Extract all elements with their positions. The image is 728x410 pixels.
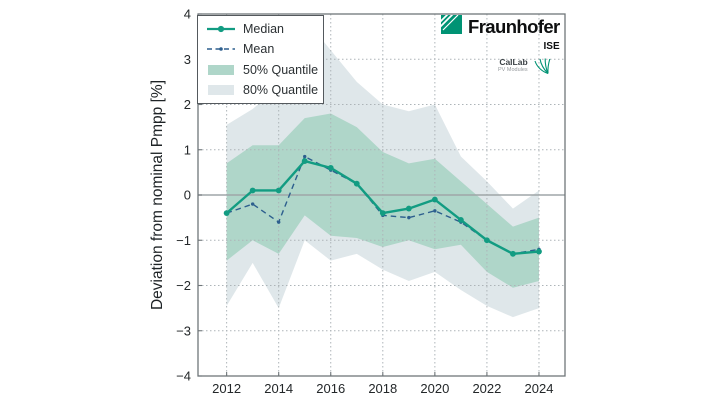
legend-item-mean: Mean xyxy=(206,42,315,56)
legend-label-q80: 80% Quantile xyxy=(243,82,319,97)
y-axis-label: Deviation from nominal Pmpp [%] xyxy=(149,80,166,310)
mean-marker xyxy=(250,202,255,206)
x-tick-label: 2012 xyxy=(212,381,241,396)
fraunhofer-logo: Fraunhofer ISE xyxy=(441,15,560,52)
y-tick-label: −2 xyxy=(176,278,191,293)
median-marker xyxy=(431,196,438,203)
x-tick-label: 2016 xyxy=(316,381,345,396)
y-tick-label: 3 xyxy=(184,52,191,67)
median-marker xyxy=(327,164,334,171)
legend-label-q50: 50% Quantile xyxy=(243,62,319,77)
legend-label-median: Median xyxy=(243,22,284,36)
y-tick-label: 2 xyxy=(184,97,191,112)
legend-label-q50-quantile-mean: Mean xyxy=(243,42,275,57)
q80-patch-swatch xyxy=(208,84,234,95)
median-line-swatch xyxy=(207,25,235,33)
y-tick-label: 4 xyxy=(184,7,191,22)
median-marker xyxy=(249,187,256,194)
x-tick-label: 2020 xyxy=(420,381,449,396)
institute-abbreviation: ISE xyxy=(543,40,560,52)
fraunhofer-logo-icon xyxy=(441,15,462,34)
median-marker xyxy=(379,210,386,217)
median-marker xyxy=(457,216,464,223)
x-tick-label: 2024 xyxy=(525,381,554,396)
median-marker xyxy=(301,158,308,164)
x-tick-label: 2022 xyxy=(472,381,501,396)
callab-wordmark: CalLab xyxy=(499,57,528,68)
median-marker xyxy=(484,237,490,244)
x-tick-label: 2018 xyxy=(368,381,397,396)
median-marker xyxy=(536,248,542,255)
y-tick-label: 1 xyxy=(184,142,191,157)
mean-marker xyxy=(276,220,281,224)
y-tick-label: 0 xyxy=(184,188,191,203)
mean-marker xyxy=(407,215,411,220)
x-tick-label: 2014 xyxy=(264,381,293,396)
chart-legend: Median Mean 50% Quantile 80% Quantile xyxy=(197,15,324,104)
mean-marker xyxy=(433,209,437,213)
mean-marker xyxy=(303,154,307,159)
y-tick-label: −1 xyxy=(176,233,191,248)
median-marker xyxy=(510,250,516,257)
fraunhofer-wordmark: Fraunhofer xyxy=(468,16,560,37)
legend-item-median: Median xyxy=(206,22,315,36)
callab-logo: CalLab PV Modules xyxy=(498,56,551,76)
callab-fan-icon xyxy=(534,58,550,75)
median-marker xyxy=(405,205,412,212)
callab-subtitle: PV Modules xyxy=(498,67,528,74)
median-marker xyxy=(353,180,360,187)
y-tick-label: −4 xyxy=(176,369,191,384)
mean-line-swatch xyxy=(207,47,235,52)
median-marker xyxy=(223,210,230,217)
legend-item-q50: 50% Quantile xyxy=(206,62,319,77)
y-tick-label: −3 xyxy=(176,323,191,338)
legend-item-q80: 80% Quantile xyxy=(206,82,319,97)
median-marker xyxy=(275,187,282,194)
q50-patch-swatch xyxy=(208,64,234,75)
